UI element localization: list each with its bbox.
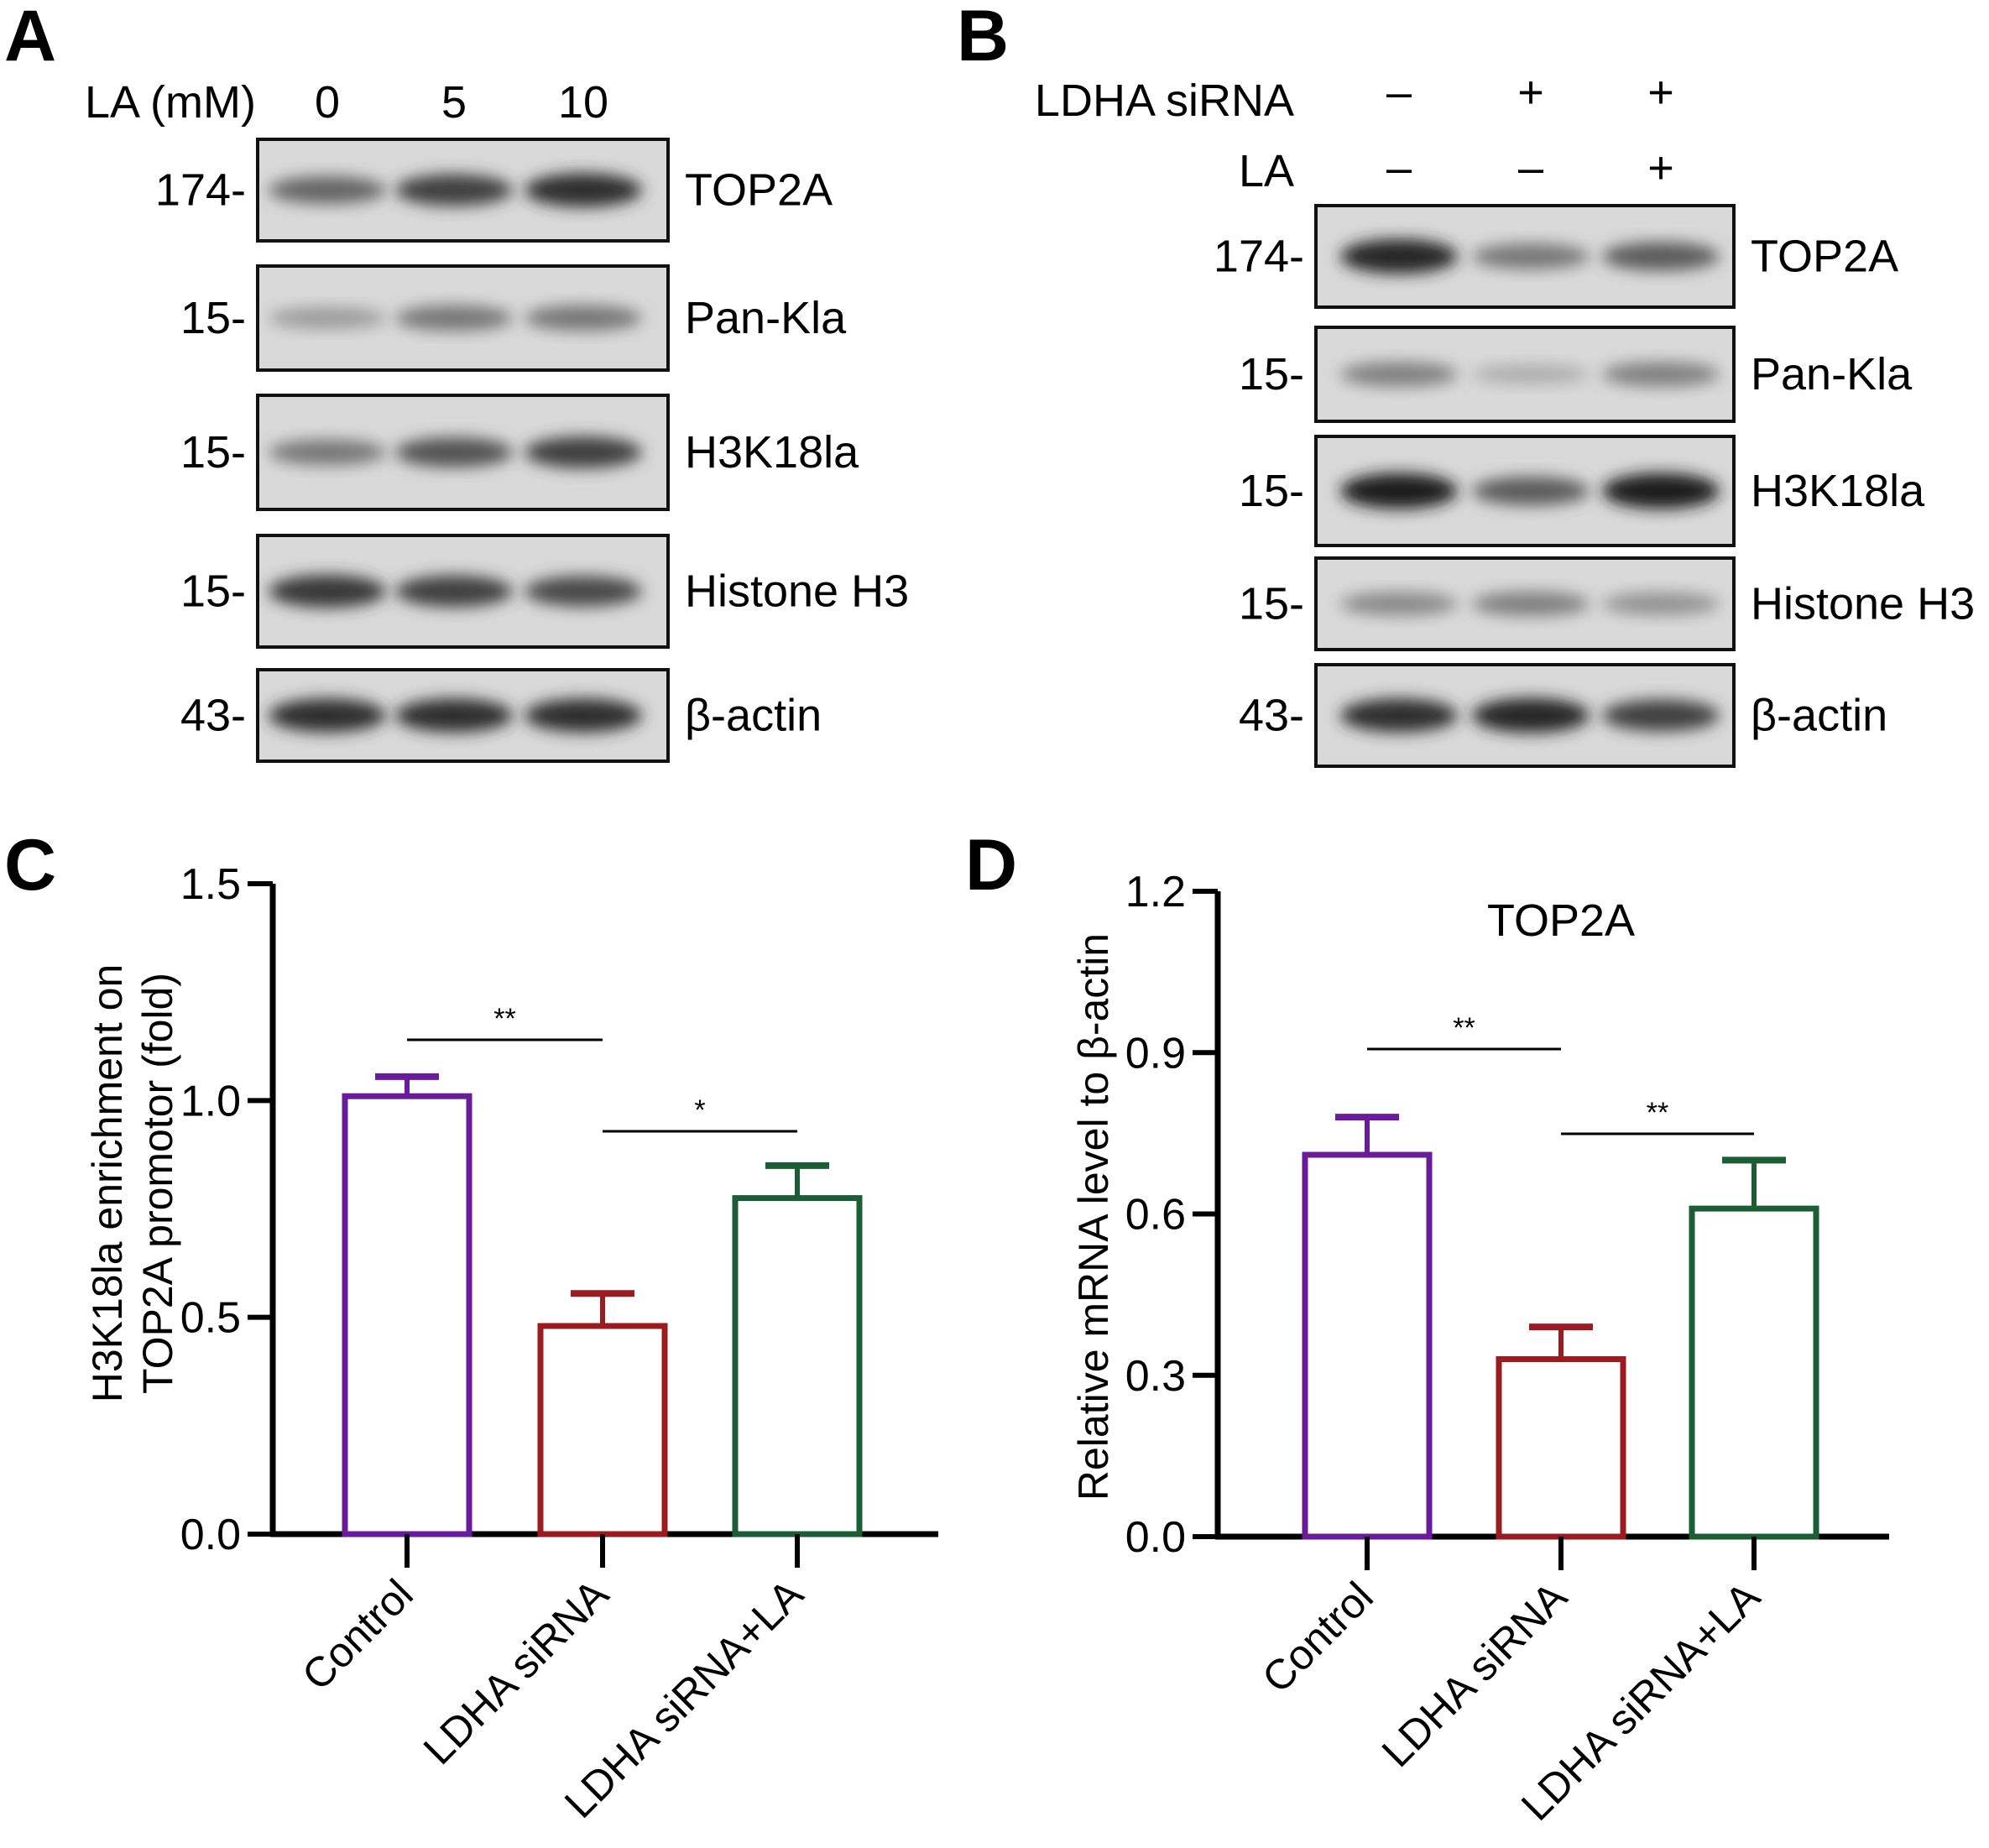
significance-label: * xyxy=(694,1094,705,1126)
treatment-sign: – xyxy=(1386,143,1412,193)
y-axis-label: TOP2A promotor (fold) xyxy=(134,973,181,1394)
bar xyxy=(732,1195,863,1537)
y-tick-label: 0.9 xyxy=(1125,1029,1186,1078)
panel-label-a: A xyxy=(4,0,56,76)
bar xyxy=(537,1323,668,1537)
protein-band xyxy=(525,576,642,607)
significance-label: ** xyxy=(1453,1012,1475,1044)
protein-band xyxy=(1340,592,1458,616)
x-tick-label: Control xyxy=(293,1570,422,1699)
chart-title: TOP2A xyxy=(1487,895,1635,946)
la-label: LA xyxy=(1239,146,1294,196)
molecular-weight-label: 15- xyxy=(180,566,246,617)
protein-band xyxy=(1340,238,1458,274)
y-tick-label: 0.5 xyxy=(180,1294,241,1343)
significance-label: ** xyxy=(493,1003,515,1035)
molecular-weight-label: 174- xyxy=(155,165,246,216)
molecular-weight-label: 15- xyxy=(1239,466,1304,516)
protein-band xyxy=(1472,591,1590,617)
treatment-sign: + xyxy=(1647,67,1674,117)
lane-label: 5 xyxy=(441,77,467,128)
lane-label: 0 xyxy=(315,77,340,128)
protein-band xyxy=(395,174,513,206)
x-tick-label: LDHA siRNA xyxy=(1373,1573,1576,1776)
y-tick-label: 0.3 xyxy=(1125,1352,1186,1401)
y-tick-label: 1.2 xyxy=(1125,868,1186,916)
protein-band xyxy=(1602,362,1720,387)
protein-band xyxy=(395,575,513,608)
protein-band xyxy=(1472,476,1590,506)
bar xyxy=(1302,1151,1433,1540)
protein-band xyxy=(269,307,386,329)
protein-band xyxy=(525,698,642,733)
protein-label: Histone H3 xyxy=(1751,579,1975,629)
y-tick-label: 0.6 xyxy=(1125,1191,1186,1240)
protein-label: β-actin xyxy=(1751,691,1887,741)
molecular-weight-label: 174- xyxy=(1214,232,1304,282)
molecular-weight-label: 15- xyxy=(1239,349,1304,399)
protein-band xyxy=(525,173,642,207)
treatment-sign: + xyxy=(1647,143,1674,193)
protein-band xyxy=(1602,592,1720,616)
molecular-weight-label: 15- xyxy=(180,293,246,343)
protein-band xyxy=(1340,698,1458,733)
lane-label: 10 xyxy=(558,77,608,128)
protein-band xyxy=(269,698,386,733)
ldha-sirna-label: LDHA siRNA xyxy=(1035,76,1294,126)
protein-band xyxy=(269,439,386,466)
protein-band xyxy=(269,175,386,205)
western-blot-a: 174- TOP2A 15- Pan-Kla 15- H3K18la 15- Histone … xyxy=(155,77,909,763)
la-concentration-label: LA (mM) xyxy=(85,77,256,128)
y-axis-label: Relative mRNA level to β-actin xyxy=(1070,933,1117,1501)
bar xyxy=(1689,1205,1819,1540)
x-tick-label: Control xyxy=(1253,1573,1382,1702)
protein-label: Pan-Kla xyxy=(1751,349,1913,399)
protein-label: TOP2A xyxy=(1751,232,1898,282)
protein-band xyxy=(1602,699,1720,732)
protein-band xyxy=(1472,364,1590,384)
treatment-sign: – xyxy=(1386,67,1412,117)
protein-band xyxy=(1340,472,1458,509)
treatment-sign: – xyxy=(1518,143,1543,193)
panel-label-c: C xyxy=(4,825,56,906)
molecular-weight-label: 15- xyxy=(180,427,246,478)
protein-band xyxy=(269,574,386,608)
protein-band xyxy=(525,305,642,331)
protein-band xyxy=(1472,243,1590,269)
protein-label: TOP2A xyxy=(685,165,833,216)
protein-band xyxy=(525,436,642,468)
molecular-weight-label: 43- xyxy=(1239,691,1304,741)
protein-band xyxy=(1472,697,1590,733)
protein-band xyxy=(395,305,513,331)
molecular-weight-label: 15- xyxy=(1239,579,1304,629)
panel-label-b: B xyxy=(957,0,1009,76)
western-blot-b: 174- TOP2A 15- Pan-Kla 15- H3K18la 15- Histone … xyxy=(1214,67,1975,768)
protein-label: Pan-Kla xyxy=(685,293,847,343)
x-tick-label: LDHA siRNA xyxy=(415,1570,618,1773)
panel-label-d: D xyxy=(965,825,1017,906)
y-axis-label: H3K18la enrichment on xyxy=(84,964,131,1403)
y-tick-label: 0.0 xyxy=(180,1511,241,1559)
y-tick-label: 0.0 xyxy=(1125,1513,1186,1562)
protein-label: β-actin xyxy=(685,691,822,741)
protein-band xyxy=(1340,362,1458,387)
protein-band xyxy=(1602,242,1720,271)
treatment-sign: + xyxy=(1517,67,1544,117)
molecular-weight-label: 43- xyxy=(180,691,246,741)
bar xyxy=(1496,1356,1626,1540)
protein-label: H3K18la xyxy=(1751,466,1925,516)
protein-label: Histone H3 xyxy=(685,566,909,617)
y-tick-label: 1.0 xyxy=(180,1077,241,1125)
significance-label: ** xyxy=(1647,1097,1668,1129)
bar xyxy=(342,1093,472,1537)
protein-band xyxy=(395,698,513,733)
y-tick-label: 1.5 xyxy=(180,860,241,909)
protein-band xyxy=(1602,472,1720,509)
protein-band xyxy=(395,437,513,467)
protein-label: H3K18la xyxy=(685,427,859,478)
